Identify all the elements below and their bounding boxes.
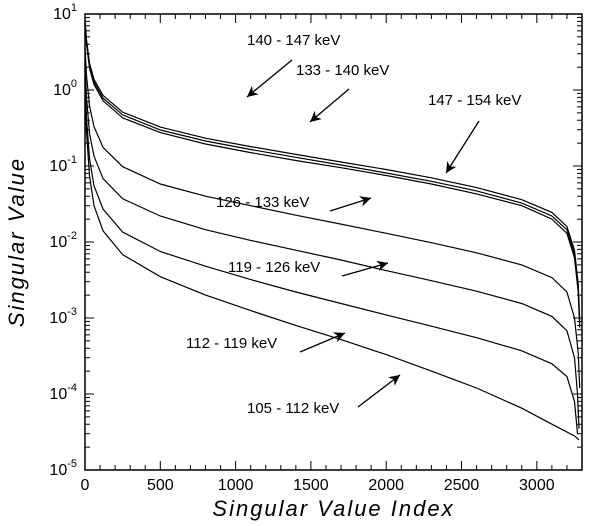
series-105---112-kev	[85, 90, 579, 440]
x-tick-label: 1000	[218, 477, 254, 494]
annotation-label: 126 - 133 keV	[216, 194, 309, 211]
x-axis-label: Singular Value Index	[212, 496, 454, 521]
x-axis: 0 500 1000 1500 2000 2500 3000	[81, 14, 582, 494]
y-tick-label: 101	[53, 2, 77, 23]
annotation-label: 140 - 147 keV	[247, 32, 340, 49]
annotation-arrow	[247, 60, 292, 97]
y-tick-label: 10-2	[49, 230, 77, 251]
x-tick-label: 2500	[444, 477, 480, 494]
annotation-label: 105 - 112 keV	[247, 400, 339, 417]
x-tick-label: 1500	[293, 477, 329, 494]
annotation-label: 112 - 119 keV	[186, 335, 277, 352]
annotation-arrow	[310, 89, 349, 122]
chart-svg: 0 500 1000 1500 2000 2500 3000 Singular Value I…	[0, 0, 601, 526]
annotation-label: 133 - 140 keV	[296, 62, 389, 79]
annotations: 140 - 147 keV 133 - 140 keV 147 - 154 keV 1…	[186, 32, 521, 417]
y-tick-label: 10-1	[49, 154, 77, 175]
series-119---126-kev	[85, 64, 579, 429]
y-tick-label: 10-4	[49, 382, 77, 403]
annotation-label: 147 - 154 keV	[428, 92, 521, 109]
y-tick-label: 100	[53, 78, 77, 99]
y-axis-label: Singular Value	[4, 157, 29, 327]
x-tick-label: 0	[81, 477, 90, 494]
singular-value-chart: 0 500 1000 1500 2000 2500 3000 Singular Value I…	[0, 0, 601, 526]
annotation-arrow	[300, 333, 345, 352]
annotation-arrow	[358, 375, 400, 407]
annotation-arrow	[446, 121, 479, 173]
x-tick-label: 500	[147, 477, 174, 494]
x-tick-label: 3000	[519, 477, 555, 494]
annotation-arrow	[330, 198, 371, 211]
y-tick-label: 10-5	[49, 458, 77, 479]
x-tick-label: 2000	[368, 477, 404, 494]
annotation-label: 119 - 126 keV	[228, 259, 320, 276]
series-group	[85, 19, 580, 439]
y-tick-label: 10-3	[49, 306, 77, 327]
